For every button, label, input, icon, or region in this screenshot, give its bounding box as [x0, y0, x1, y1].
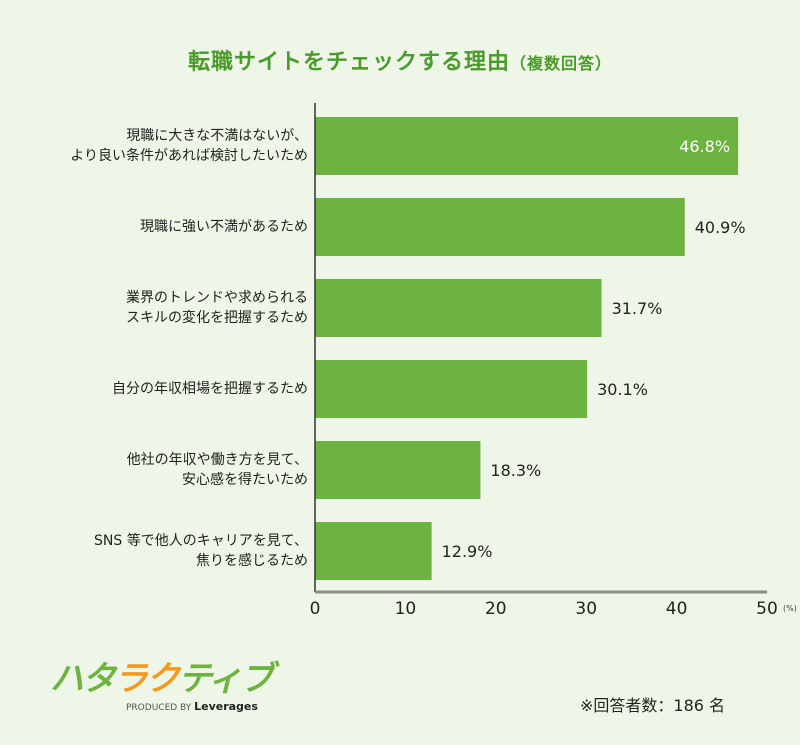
bar	[315, 522, 432, 580]
x-tick-label: 30	[575, 599, 597, 619]
category-line: 業界のトレンドや求められる	[126, 290, 308, 306]
title-text: 転職サイトをチェックする理由	[187, 50, 510, 75]
value-label: 46.8%	[679, 137, 730, 156]
category-line: 安心感を得たいため	[182, 472, 308, 488]
category-line: SNS 等で他人のキャリアを見て、	[94, 533, 308, 549]
bar	[315, 117, 739, 175]
x-tick-label: 50	[756, 599, 778, 619]
category-line: 焦りを感じるため	[196, 553, 308, 569]
x-tick-label: 0	[310, 599, 321, 619]
logo-byline: PRODUCED BY Leverages	[126, 700, 258, 713]
subtitle-text: （複数回答）	[510, 54, 613, 73]
category-label: 現職に大きな不満はないが、より良い条件があれば検討したいため	[70, 126, 308, 166]
x-tick-label: 20	[485, 599, 507, 619]
category-label: 業界のトレンドや求められる スキルの変化を把握するため	[126, 288, 308, 328]
logo-mark: ハタラクティブ	[50, 659, 274, 699]
category-line: 自分の年収相場を把握するため	[112, 381, 308, 397]
category-label: 他社の年収や働き方を見て、安心感を得たいため	[127, 450, 308, 490]
category-label: 現職に強い不満があるため	[140, 217, 308, 237]
respondent-note: ※回答者数：186 名	[580, 696, 726, 715]
x-tick-label: 10	[395, 599, 417, 619]
value-label: 18.3%	[490, 461, 541, 480]
value-label: 12.9%	[442, 542, 493, 561]
bar	[315, 441, 481, 499]
value-label: 40.9%	[695, 218, 746, 237]
category-line: 他社の年収や働き方を見て、	[126, 452, 308, 468]
category-line: 現職に強い不満があるため	[140, 219, 308, 235]
category-line: 現職に大きな不満はないが、	[126, 128, 308, 144]
x-tick-label: 40	[666, 599, 688, 619]
category-line: より良い条件があれば検討したいため	[70, 148, 308, 164]
value-label: 31.7%	[612, 299, 663, 318]
chart-title: 転職サイトをチェックする理由（複数回答）	[0, 44, 800, 76]
x-unit-label: (%)	[783, 604, 797, 613]
bar	[315, 198, 685, 256]
category-label: SNS 等で他人のキャリアを見て、焦りを感じるため	[94, 531, 308, 571]
hatarakutive-logo: ハタラクティブ PRODUCED BY Leverages	[50, 659, 274, 713]
category-line: スキルの変化を把握するため	[126, 310, 308, 326]
bar	[315, 360, 588, 418]
category-label: 自分の年収相場を把握するため	[112, 379, 308, 399]
value-label: 30.1%	[597, 380, 648, 399]
bar	[315, 279, 602, 337]
